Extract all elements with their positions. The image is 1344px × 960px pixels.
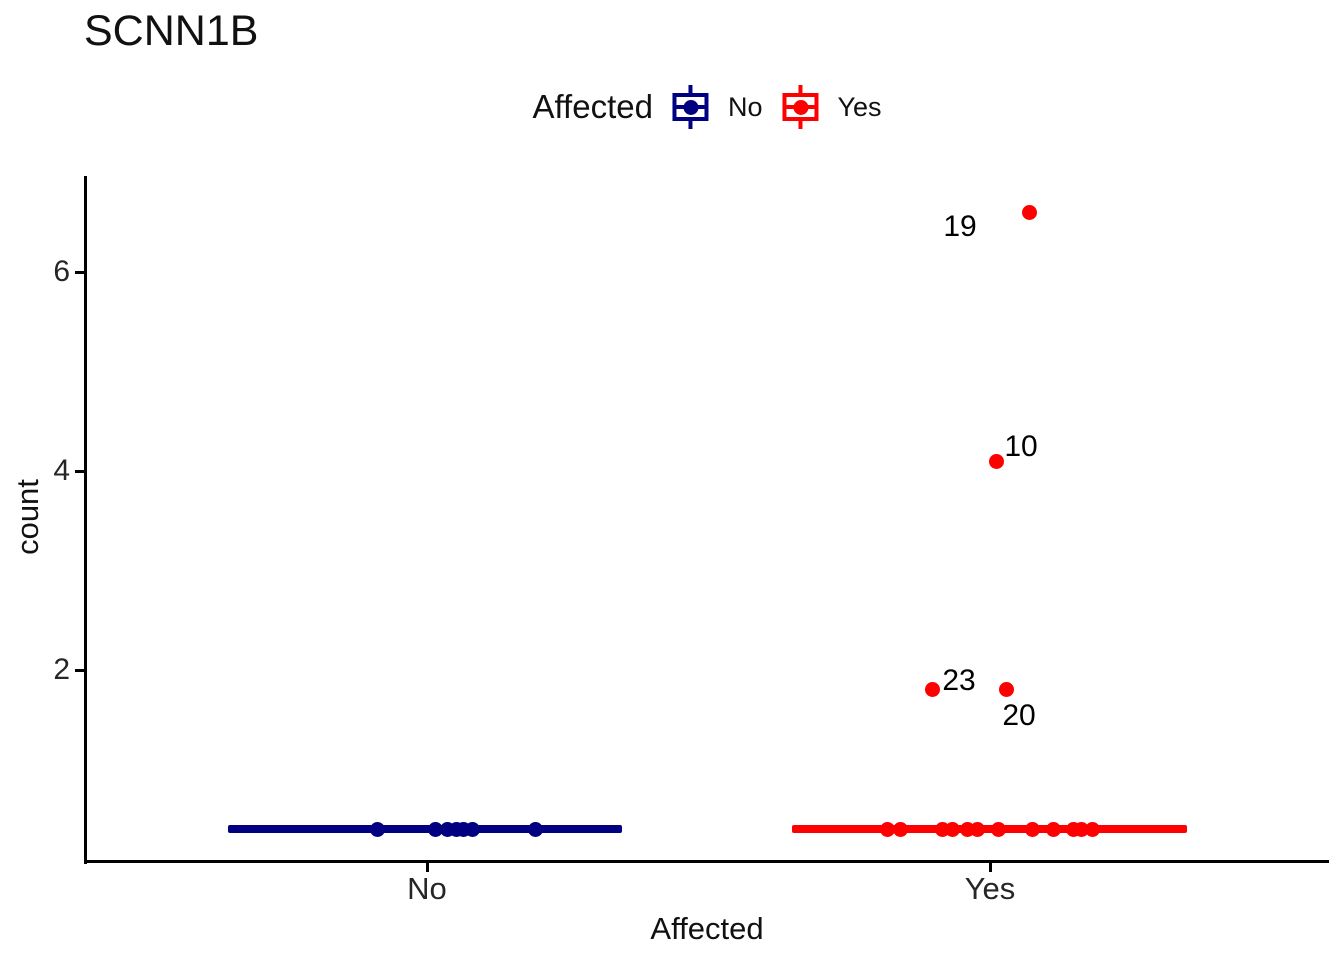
data-point [990,821,1006,837]
data-point [1045,821,1061,837]
data-point [1021,204,1037,220]
x-axis-line [84,860,1329,863]
legend-title: Affected [532,88,653,125]
legend: Affected No Yes [532,83,882,131]
outlier-label: 20 [1002,699,1036,732]
y-axis-tick [75,470,84,473]
plot-title: SCNN1B [84,7,259,55]
outlier-label: 10 [1004,430,1038,463]
y-axis-tick-label: 4 [53,454,70,487]
legend-item-no: No [672,85,763,129]
data-point [1084,821,1100,837]
x-axis-category-label: No [407,871,447,906]
boxplot-key-icon-no [672,85,709,129]
outlier-label: 19 [943,210,977,243]
data-point [988,453,1004,469]
legend-label-yes: Yes [837,91,882,122]
y-axis-tick [75,271,84,274]
data-point [892,821,908,837]
key-whisker-top [688,85,693,94]
key-dot [683,99,699,115]
boxplot-median-line [792,825,1187,834]
key-whisker-top [798,85,803,94]
data-point [1024,821,1040,837]
x-axis-tick [989,863,992,872]
y-axis-tick-label: 6 [53,255,70,288]
data-point [944,821,960,837]
key-whisker-bottom [688,120,693,129]
data-point [369,821,385,837]
key-whisker-bottom [798,120,803,129]
boxplot-median-line [228,825,622,834]
legend-label-no: No [727,91,763,122]
y-axis-title: count [10,479,45,555]
data-point [998,682,1014,698]
data-point [879,821,895,837]
y-axis-tick-label: 2 [53,653,70,686]
data-point [924,682,940,698]
x-axis-tick [426,863,429,872]
data-point [527,821,543,837]
legend-item-yes: Yes [782,85,882,129]
key-dot [792,99,808,115]
data-point [464,821,480,837]
x-axis-title: Affected [650,911,764,946]
boxplot-key-icon-yes [782,85,819,129]
y-axis-tick [75,669,84,672]
data-point [969,821,985,837]
y-axis-line [84,176,87,864]
data-point [427,821,443,837]
x-axis-category-label: Yes [964,871,1016,906]
outlier-label: 23 [942,664,976,697]
